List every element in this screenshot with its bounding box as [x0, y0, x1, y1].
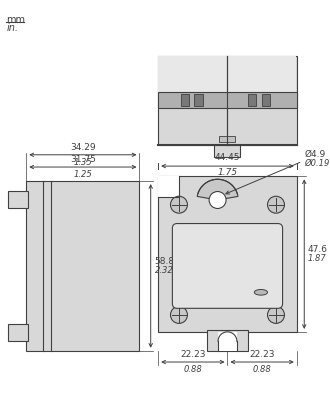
Bar	[158, 56, 297, 145]
Bar	[8, 190, 28, 208]
Wedge shape	[197, 179, 238, 200]
Text: 1.25: 1.25	[74, 170, 92, 179]
Text: 22.23: 22.23	[249, 350, 275, 359]
Text: mm: mm	[7, 15, 26, 25]
Text: 0.88: 0.88	[253, 365, 272, 374]
Text: 1.87: 1.87	[308, 254, 327, 263]
Text: 22.23: 22.23	[180, 350, 206, 359]
Text: in.: in.	[7, 23, 18, 33]
Bar	[8, 324, 28, 341]
Text: 31.75: 31.75	[70, 155, 96, 164]
Bar	[214, 145, 240, 157]
Circle shape	[268, 196, 284, 213]
Text: 58.89: 58.89	[154, 257, 181, 266]
Text: 44.45: 44.45	[215, 153, 240, 162]
Bar	[227, 56, 296, 105]
Text: 0.88: 0.88	[183, 365, 202, 374]
Bar	[194, 94, 203, 106]
Bar	[158, 92, 297, 108]
Circle shape	[268, 306, 284, 323]
Text: 47.6: 47.6	[308, 245, 328, 254]
Text: Ø0.19: Ø0.19	[304, 159, 330, 168]
FancyBboxPatch shape	[172, 224, 282, 308]
Bar	[218, 332, 237, 351]
Ellipse shape	[254, 290, 268, 295]
Bar	[26, 181, 139, 351]
Bar	[248, 94, 256, 106]
Bar	[158, 56, 227, 105]
Text: 2.32: 2.32	[154, 266, 173, 275]
Bar	[181, 94, 189, 106]
Circle shape	[171, 306, 187, 323]
Bar	[158, 176, 297, 332]
Bar	[218, 136, 236, 142]
Text: Ø4.9: Ø4.9	[304, 150, 325, 159]
Text: 1.35: 1.35	[74, 158, 92, 167]
Bar	[207, 330, 248, 351]
Bar	[262, 94, 270, 106]
Text: 34.29: 34.29	[70, 143, 96, 152]
Circle shape	[209, 192, 226, 208]
Circle shape	[171, 196, 187, 213]
Bar	[158, 176, 179, 197]
Text: 1.75: 1.75	[217, 168, 238, 177]
